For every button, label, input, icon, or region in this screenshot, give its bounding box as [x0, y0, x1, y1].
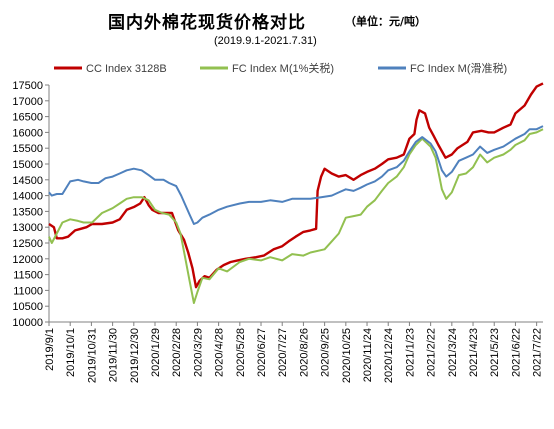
y-tick-label: 12000 — [12, 254, 43, 266]
series-line-2 — [48, 128, 544, 304]
x-tick-label: 2020/11/24 — [362, 328, 374, 382]
legend-label-2: FC Index M(1%关税) — [232, 61, 334, 75]
chart-title: 国内外棉花现货价格对比 — [108, 13, 306, 33]
chart-unit-note: （单位：元/吨） — [345, 15, 427, 28]
x-tick-label: 2020/3/29 — [192, 328, 204, 377]
y-axis: 10000 10500 11000 11500 12000 12500 13000 13500… — [12, 80, 50, 329]
series-line-1 — [48, 82, 544, 289]
x-tick-label: 2019/11/30 — [108, 328, 120, 382]
x-tick-label: 2020/1/29 — [150, 328, 162, 377]
x-tick-label: 2021/3/24 — [447, 328, 459, 377]
x-axis: 2019/9/1 2019/10/1 2019/10/31 2019/11/30 201… — [44, 321, 544, 383]
y-tick-label: 17000 — [12, 96, 43, 108]
x-tick-label: 2020/12/24 — [383, 328, 395, 383]
x-tick-label: 2019/9/1 — [44, 328, 56, 371]
y-tick-label: 10500 — [12, 301, 43, 313]
x-tick-label: 2021/4/23 — [468, 328, 480, 377]
x-tick-label: 2020/10/25 — [341, 328, 353, 383]
x-tick-label: 2019/10/1 — [65, 328, 77, 377]
x-tick-label: 2021/1/23 — [404, 328, 416, 377]
y-tick-label: 10000 — [12, 317, 43, 329]
plot-area — [48, 82, 544, 304]
chart-subtitle: (2019.9.1-2021.7.31) — [214, 35, 317, 47]
x-tick-label: 2021/7/22 — [532, 328, 544, 377]
y-tick-label: 15000 — [12, 159, 43, 171]
x-tick-label: 2020/7/27 — [277, 328, 289, 377]
x-tick-label: 2020/8/26 — [298, 328, 310, 377]
x-tick-label: 2021/2/22 — [426, 328, 438, 377]
x-tick-label: 2020/5/28 — [235, 328, 247, 377]
x-tick-label: 2021/6/22 — [510, 328, 522, 377]
y-tick-label: 11000 — [13, 285, 43, 297]
y-tick-label: 16000 — [12, 127, 43, 139]
y-tick-label: 12500 — [12, 238, 43, 250]
x-tick-label: 2020/6/27 — [256, 328, 268, 377]
y-tick-label: 13500 — [12, 206, 43, 218]
y-tick-label: 14500 — [12, 175, 43, 187]
legend-label-3: FC Index M(滑准税) — [410, 61, 507, 75]
x-tick-label: 2021/5/23 — [489, 328, 501, 377]
y-tick-label: 15500 — [12, 143, 43, 155]
x-tick-label: 2020/9/25 — [320, 328, 332, 377]
series-line-3 — [48, 125, 544, 225]
x-tick-label: 2020/4/28 — [214, 328, 226, 377]
x-tick-label: 2019/12/30 — [129, 328, 141, 383]
y-tick-label: 11500 — [13, 270, 43, 282]
legend: CC Index 3128B FC Index M(1%关税) FC Index M… — [54, 61, 507, 75]
legend-label-1: CC Index 3128B — [86, 63, 167, 75]
y-tick-label: 16500 — [12, 112, 43, 124]
y-tick-label: 13000 — [12, 222, 43, 234]
x-tick-label: 2019/10/31 — [86, 328, 98, 383]
y-tick-label: 14000 — [12, 191, 43, 203]
x-tick-label: 2020/2/28 — [171, 328, 183, 377]
y-tick-label: 17500 — [12, 80, 43, 92]
title-area: 国内外棉花现货价格对比 （单位：元/吨） (2019.9.1-2021.7.31… — [0, 8, 554, 48]
